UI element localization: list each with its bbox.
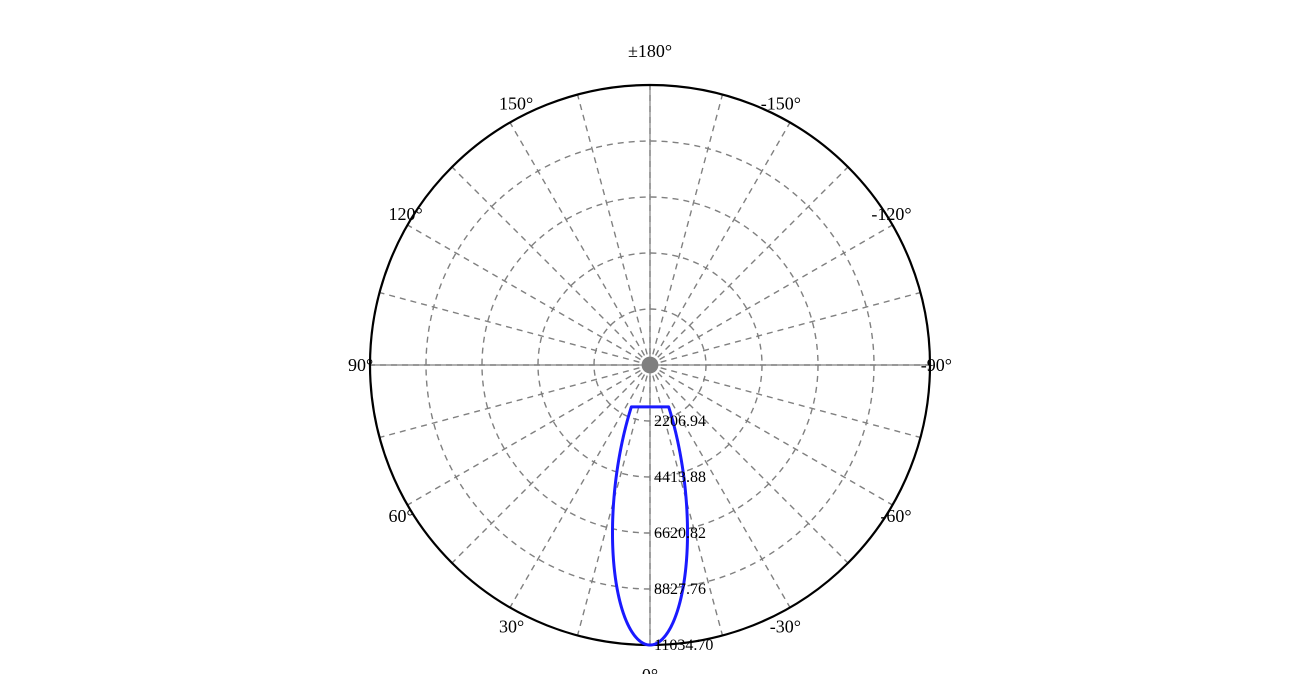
angle-label: 60° — [388, 506, 413, 526]
radial-tick-label: 6620.82 — [654, 525, 706, 542]
angle-label: -120° — [871, 204, 911, 224]
polar-chart: 2206.94 4413.88 6620.82 8827.76 11034.70 ±180… — [0, 0, 1307, 674]
radial-tick-label: 2206.94 — [654, 413, 706, 430]
angle-label: ±180° — [628, 41, 672, 61]
radial-tick-label: 11034.70 — [654, 637, 713, 654]
center-dot — [642, 357, 659, 374]
radial-tick-label: 8827.76 — [654, 581, 706, 598]
angle-label: 150° — [499, 93, 533, 113]
angle-label: 120° — [388, 204, 422, 224]
angle-label: -30° — [770, 617, 801, 637]
angle-label: 0° — [642, 665, 658, 674]
angle-label: 90° — [348, 355, 373, 375]
angle-label: -90° — [921, 355, 952, 375]
angle-label: -150° — [761, 93, 801, 113]
angle-label: -60° — [880, 506, 911, 526]
radial-tick-label: 4413.88 — [654, 469, 706, 486]
angle-label: 30° — [499, 617, 524, 637]
